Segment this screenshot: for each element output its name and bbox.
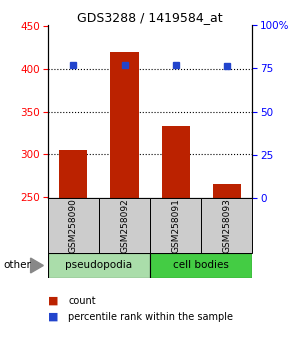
Bar (48, 253, 150, 278)
Bar (201, 198, 252, 253)
Bar (110, 52, 139, 198)
Bar (150, 198, 201, 253)
Text: pseudopodia: pseudopodia (66, 261, 133, 270)
Text: other: other (3, 261, 31, 270)
Bar (150, 253, 252, 278)
Text: GSM258091: GSM258091 (171, 198, 180, 253)
Text: percentile rank within the sample: percentile rank within the sample (68, 312, 233, 322)
Title: GDS3288 / 1419584_at: GDS3288 / 1419584_at (77, 11, 223, 24)
Text: ■: ■ (48, 296, 58, 306)
Bar (59, 150, 88, 198)
Text: count: count (68, 296, 96, 306)
Bar (213, 184, 241, 198)
Text: ■: ■ (48, 312, 58, 322)
Text: cell bodies: cell bodies (173, 261, 229, 270)
Text: GSM258090: GSM258090 (69, 198, 78, 253)
Bar (99, 198, 150, 253)
Bar (162, 126, 190, 198)
Bar (48, 198, 99, 253)
Polygon shape (31, 258, 44, 273)
Text: GSM258093: GSM258093 (222, 198, 231, 253)
Text: GSM258092: GSM258092 (120, 198, 129, 253)
